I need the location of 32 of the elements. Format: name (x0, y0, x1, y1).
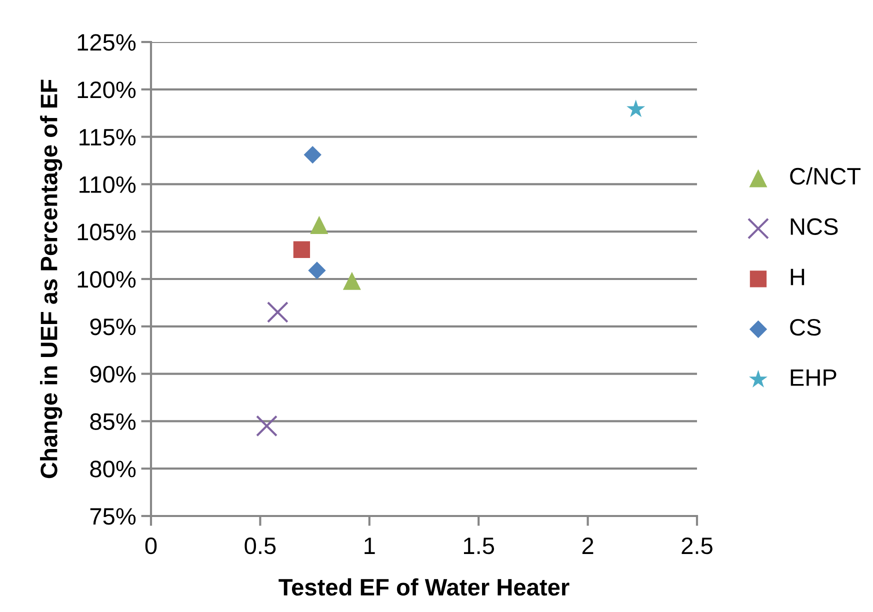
x-axis-title: Tested EF of Water Heater (278, 578, 570, 596)
x-tick-label: 2.5 (682, 537, 712, 554)
y-tick-label: 115% (80, 128, 136, 146)
point (310, 216, 328, 234)
legend-label: CS (790, 318, 821, 336)
x-tick-label: 0.5 (244, 537, 276, 554)
y-tick-label: 95% (90, 318, 136, 336)
y-tick-label: 120% (78, 81, 136, 98)
x-tick-label: 0 (145, 537, 157, 554)
y-tick-label: 110% (80, 176, 136, 193)
legend-label: EHP (790, 370, 836, 386)
x-tick-label: 1 (364, 538, 375, 554)
y-axis-title: Change in UEF as Percentage of EF (40, 80, 62, 478)
point (293, 241, 310, 258)
point (304, 146, 322, 164)
y-tick-label: 125% (78, 34, 136, 51)
point (308, 262, 326, 280)
y-tick-label: 75% (90, 508, 136, 525)
y-tick-label: 105% (78, 224, 136, 240)
point (256, 415, 278, 437)
x-tick-label: 2 (582, 537, 594, 554)
legend-label: C/NCT (790, 167, 861, 185)
point (342, 272, 361, 290)
y-tick-label: 80% (90, 460, 136, 478)
y-tick-label: 85% (90, 413, 136, 430)
x-tick-label: 1.5 (464, 538, 494, 554)
point (626, 100, 646, 118)
y-tick-label: 100% (78, 271, 136, 288)
legend-label: H (790, 268, 804, 286)
point (266, 301, 288, 323)
legend-label: NCS (790, 218, 838, 235)
y-tick-label: 90% (90, 366, 136, 383)
